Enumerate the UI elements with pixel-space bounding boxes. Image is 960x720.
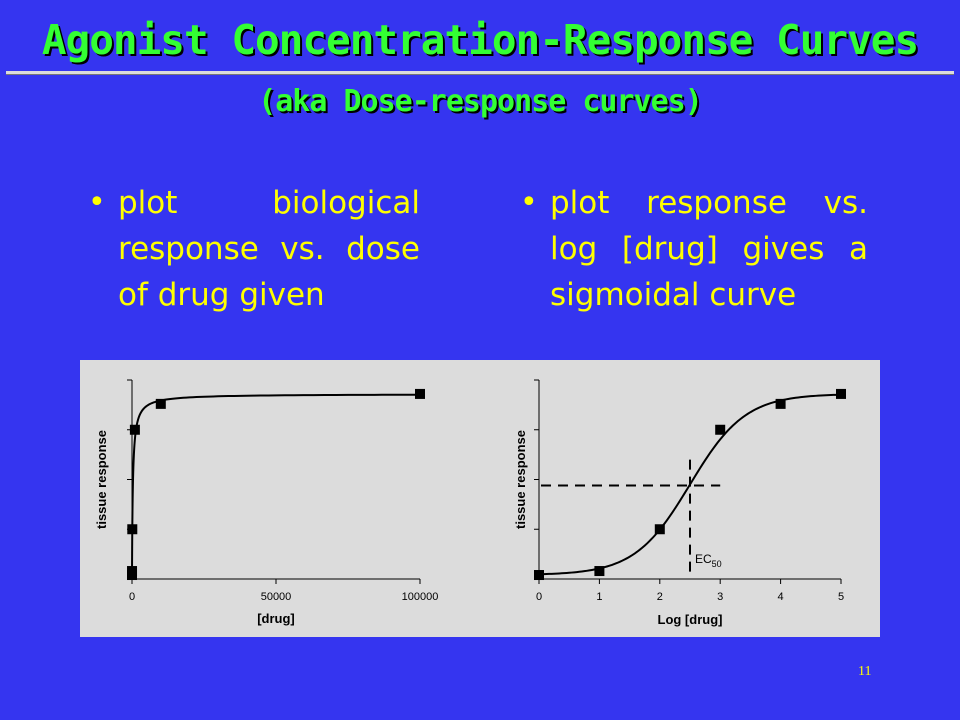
chart-panel: 0 50000 100000 [drug] tissue response 0 1 2 3 4 5 L… — [80, 360, 880, 637]
x-tick-label: 5 — [838, 591, 844, 603]
data-point-marker — [129, 424, 140, 435]
x-tick-label: 2 — [657, 591, 663, 603]
page-number: 11 — [858, 664, 872, 679]
data-point-marker — [127, 524, 138, 535]
data-point-marker — [415, 388, 425, 399]
x-axis-label: [drug] — [257, 611, 295, 626]
data-point-marker — [594, 566, 605, 577]
x-tick-label: 50000 — [261, 591, 292, 603]
x-tick-label: 1 — [596, 591, 602, 603]
bullet-dot-icon: • — [520, 185, 538, 220]
bullet-left: • plot biological response vs. dose of d… — [88, 180, 420, 318]
data-point-marker — [654, 524, 665, 535]
ec50-label: EC50 — [695, 552, 722, 569]
data-point-marker — [715, 424, 726, 435]
x-tick-label: 0 — [129, 591, 135, 603]
data-point-marker — [127, 566, 138, 577]
bullet-right: • plot response vs. log [drug] gives a s… — [520, 180, 868, 318]
x-axis-label: Log [drug] — [658, 612, 723, 627]
x-tick-label: 0 — [536, 591, 542, 603]
x-tick-label: 4 — [778, 591, 784, 603]
title-divider — [6, 71, 954, 75]
y-axis-label: tissue response — [513, 430, 528, 529]
data-point-marker — [534, 570, 544, 581]
bullet-text: plot biological response vs. dose of dru… — [118, 185, 420, 313]
bullet-dot-icon: • — [88, 185, 106, 220]
x-tick-label: 100000 — [402, 591, 439, 603]
slide-title: Agonist Concentration-Response Curves — [41, 16, 919, 64]
ec50-label-main: EC — [695, 552, 712, 566]
data-point-marker — [836, 388, 846, 399]
data-point-marker — [775, 398, 786, 409]
charts-svg: 0 50000 100000 [drug] tissue response 0 1 2 3 4 5 L… — [94, 379, 846, 627]
data-point-marker — [155, 398, 166, 409]
bullet-text: plot response vs. log [drug] gives a sig… — [550, 185, 868, 313]
x-tick-label: 3 — [717, 591, 723, 603]
response-curve — [131, 393, 421, 575]
ec50-label-subscript: 50 — [712, 559, 722, 569]
slide-subtitle: (aka Dose-response curves) — [258, 84, 703, 119]
y-axis-label: tissue response — [94, 430, 109, 529]
